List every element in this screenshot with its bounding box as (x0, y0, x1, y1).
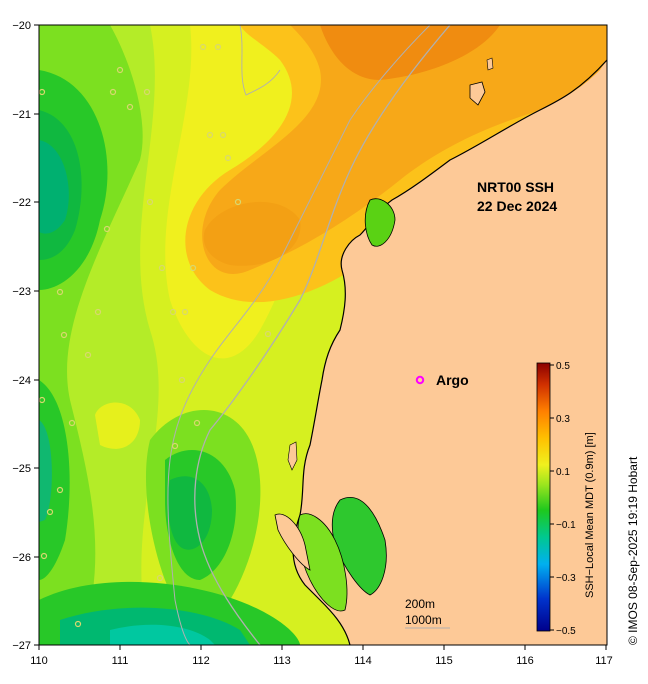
y-tick-label: −25 (12, 463, 31, 475)
x-tick-label: 111 (112, 655, 129, 667)
credit-text: © IMOS 08-Sep-2025 19:19 Hobart (626, 456, 640, 645)
x-tick-label: 110 (30, 655, 48, 667)
colorbar-tick: 0.3 (556, 414, 570, 425)
x-tick-label: 112 (192, 655, 210, 667)
y-tick-label: −24 (12, 375, 31, 387)
colorbar-tick: 0.5 (556, 361, 570, 372)
ssh-field (39, 25, 607, 645)
map-date: 22 Dec 2024 (477, 198, 557, 214)
y-tick-label: −22 (12, 197, 31, 209)
isobath-1000m (194, 25, 451, 645)
isobath-200m (167, 25, 431, 645)
isobath-legend: 200m 1000m (405, 597, 450, 629)
x-tick-label: 115 (435, 655, 453, 667)
x-tick-label: 113 (273, 655, 291, 667)
y-tick-label: −26 (12, 552, 31, 564)
colorbar-tick: −0.5 (556, 626, 576, 637)
colorbar-title: SSH−Local Mean MDT (0.9m) [m] (584, 432, 596, 598)
y-tick-label: −23 (12, 286, 31, 298)
argo-legend: Argo (415, 372, 469, 388)
product-title: NRT00 SSH (477, 179, 554, 195)
x-tick-label: 116 (516, 655, 534, 667)
colorbar-tick: 0.1 (556, 467, 570, 478)
x-tick-label: 114 (354, 655, 372, 667)
x-axis: 110 111 112 113 114 115 116 117 (30, 645, 613, 667)
argo-label: Argo (436, 372, 469, 388)
isobath-label-200m: 200m (405, 597, 435, 611)
colorbar: 0.5 0.3 0.1 −0.1 −0.3 −0.5 SSH−Local Mea… (536, 361, 596, 637)
colorbar-tick: −0.3 (556, 573, 576, 584)
y-tick-label: −27 (12, 640, 31, 652)
argo-marker-icon (415, 375, 425, 385)
y-axis: −20 −21 −22 −23 −24 −25 −26 −27 (12, 20, 39, 652)
colorbar-tick: −0.1 (556, 520, 576, 531)
plot-frame (38, 24, 608, 646)
y-tick-label: −20 (12, 20, 31, 32)
x-tick-label: 117 (595, 655, 613, 667)
isobath-label-1000m: 1000m (405, 613, 442, 627)
y-tick-label: −21 (12, 109, 31, 121)
